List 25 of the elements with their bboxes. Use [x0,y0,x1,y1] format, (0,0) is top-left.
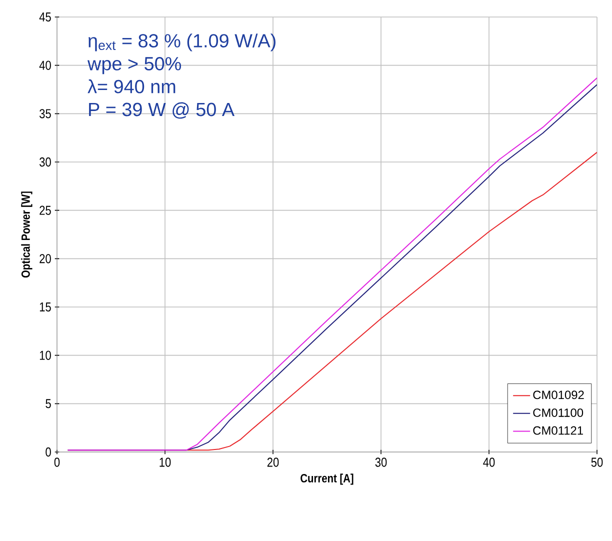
y-tick-label: 40 [39,60,51,70]
legend-label: CM01100 [533,408,584,417]
y-tick-label: 30 [40,157,51,167]
y-tick-label: 25 [40,206,51,215]
x-tick-label: 20 [267,458,279,467]
x-tick-label: 10 [160,458,171,467]
y-tick-label: 15 [40,302,51,312]
annotation: wpe > 50% [87,56,181,74]
legend-label: CM01092 [533,390,584,400]
y-tick-label: 0 [46,447,51,457]
x-tick-label: 30 [375,458,387,467]
y-axis-title: Optical Power [W] [21,192,32,278]
annotation: P = 39 W @ 50 A [89,102,235,119]
annotation: η$_{ext}$ = 83 % (1.09 W/A) [88,34,276,52]
y-tick-label: 5 [46,399,51,408]
y-tick-label: 35 [40,109,51,118]
x-tick-label: 40 [483,458,495,467]
y-tick-label: 20 [40,254,51,264]
x-tick-label: 0 [54,458,60,467]
annotation: λ= 940 nm [88,79,176,94]
y-tick-label: 10 [40,350,51,360]
x-axis-title: Current [A] [300,474,354,485]
legend-label: CM01121 [533,426,583,435]
x-tick-label: 50 [591,458,603,467]
y-tick-label: 45 [39,12,51,22]
